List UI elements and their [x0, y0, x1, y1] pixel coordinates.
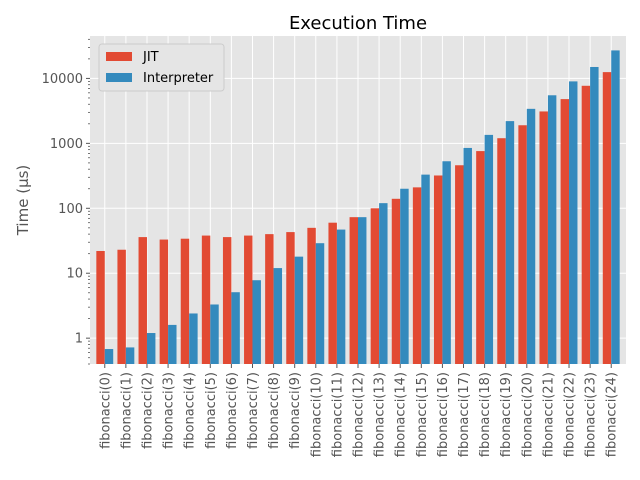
legend-label-jit: JIT — [142, 50, 159, 65]
bar-interpreter-13 — [379, 203, 388, 364]
y-axis-label: Time (µs) — [14, 165, 32, 237]
bar-jit-12 — [349, 217, 358, 364]
x-tick-label: fibonacci(18) — [478, 372, 493, 457]
bar-jit-10 — [307, 227, 316, 364]
bar-interpreter-9 — [294, 256, 304, 364]
bar-jit-2 — [138, 237, 147, 364]
bar-jit-0 — [96, 250, 105, 364]
bar-jit-20 — [518, 125, 527, 364]
bar-jit-13 — [370, 208, 380, 364]
y-tick-label: 1 — [75, 332, 83, 347]
bar-jit-9 — [286, 232, 295, 364]
x-tick-label: fibonacci(17) — [457, 372, 472, 457]
bar-jit-6 — [222, 237, 232, 364]
x-tick-label: fibonacci(15) — [415, 372, 430, 457]
x-tick-label: fibonacci(10) — [309, 372, 324, 457]
x-tick-label: fibonacci(0) — [98, 372, 113, 449]
bar-interpreter-1 — [125, 347, 135, 364]
bar-jit-19 — [497, 138, 506, 364]
x-tick-label: fibonacci(11) — [330, 372, 345, 457]
x-tick-label: fibonacci(9) — [288, 372, 303, 449]
bar-jit-4 — [180, 238, 190, 364]
bar-interpreter-22 — [569, 81, 578, 364]
bar-jit-14 — [391, 198, 401, 364]
bar-interpreter-5 — [210, 304, 219, 364]
bar-interpreter-10 — [315, 243, 325, 364]
chart-title: Execution Time — [289, 13, 427, 34]
x-tick-label: fibonacci(3) — [162, 372, 177, 449]
bar-jit-18 — [476, 151, 485, 364]
bar-interpreter-8 — [273, 268, 283, 364]
bar-interpreter-4 — [189, 313, 198, 364]
x-axis-ticks: fibonacci(0) fibonacci(1) fibonacci(2) fibo… — [98, 364, 620, 457]
bar-interpreter-24 — [611, 50, 620, 365]
bar-jit-11 — [328, 222, 337, 364]
bar-jit-24 — [602, 72, 612, 365]
bar-interpreter-14 — [400, 188, 409, 364]
bar-interpreter-6 — [231, 292, 240, 364]
bar-interpreter-15 — [421, 174, 430, 364]
x-tick-label: fibonacci(8) — [267, 372, 282, 449]
bar-jit-22 — [560, 99, 570, 365]
bar-interpreter-21 — [547, 95, 557, 364]
bar-interpreter-7 — [252, 280, 261, 364]
y-tick-label: 100 — [58, 202, 83, 217]
bar-jit-16 — [433, 175, 443, 364]
bar-jit-21 — [539, 111, 548, 365]
bar-jit-3 — [159, 239, 169, 364]
bar-interpreter-2 — [146, 333, 156, 364]
x-tick-label: fibonacci(5) — [204, 372, 219, 449]
bar-interpreter-23 — [590, 66, 599, 365]
bar-jit-7 — [244, 235, 253, 364]
x-tick-label: fibonacci(23) — [584, 372, 599, 457]
x-tick-label: fibonacci(19) — [499, 372, 514, 457]
legend-swatch-jit — [106, 52, 132, 61]
x-tick-label: fibonacci(12) — [352, 372, 367, 457]
bar-interpreter-0 — [104, 349, 114, 364]
y-tick-label: 10000 — [42, 72, 83, 87]
bars-group — [96, 50, 620, 365]
bar-jit-8 — [265, 234, 274, 364]
bar-interpreter-17 — [463, 147, 472, 364]
bar-interpreter-19 — [505, 121, 515, 364]
bar-jit-23 — [581, 85, 591, 364]
x-tick-label: fibonacci(22) — [563, 372, 578, 457]
legend-swatch-interpreter — [106, 73, 132, 82]
x-tick-label: fibonacci(2) — [140, 372, 155, 449]
bar-interpreter-3 — [168, 324, 177, 364]
x-tick-label: fibonacci(24) — [605, 372, 620, 457]
legend-label-interpreter: Interpreter — [143, 71, 214, 86]
x-tick-label: fibonacci(7) — [246, 372, 261, 449]
y-tick-label: 10 — [66, 267, 83, 282]
y-tick-label: 1000 — [50, 137, 83, 152]
x-tick-label: fibonacci(20) — [520, 372, 535, 457]
bar-jit-17 — [455, 165, 464, 364]
legend: JIT Interpreter — [98, 43, 225, 92]
bar-jit-1 — [117, 249, 126, 364]
x-tick-label: fibonacci(13) — [373, 372, 388, 457]
bar-jit-15 — [412, 187, 422, 364]
bar-interpreter-12 — [358, 217, 367, 364]
x-tick-label: fibonacci(14) — [394, 372, 409, 457]
bar-interpreter-11 — [336, 229, 346, 364]
bar-interpreter-20 — [526, 108, 536, 364]
x-tick-label: fibonacci(1) — [119, 372, 134, 449]
x-tick-label: fibonacci(16) — [436, 372, 451, 457]
bar-jit-5 — [201, 235, 211, 364]
x-tick-label: fibonacci(6) — [225, 372, 240, 449]
bar-interpreter-18 — [484, 134, 494, 364]
x-tick-label: fibonacci(4) — [183, 372, 198, 449]
y-axis-ticks: 1 10 100 1000 10000 — [42, 38, 90, 365]
x-tick-label: fibonacci(21) — [541, 372, 556, 457]
bar-interpreter-16 — [442, 161, 451, 364]
